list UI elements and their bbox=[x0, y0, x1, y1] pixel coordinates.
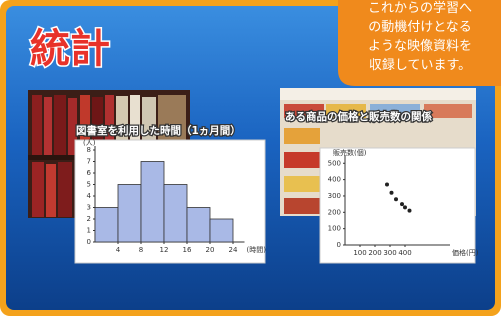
slide: 統計 これからの学習へ の動機付けとなる ような映像資料を 収録しています。 図… bbox=[0, 0, 501, 316]
bar bbox=[164, 185, 187, 243]
y-tick-label: 6 bbox=[87, 169, 92, 177]
x-tick-label: 12 bbox=[160, 246, 169, 254]
x-tick-label: 24 bbox=[229, 246, 238, 254]
x-axis-label: (時間) bbox=[247, 246, 267, 254]
bar bbox=[210, 219, 233, 242]
point bbox=[385, 183, 389, 187]
caption: 図書室を利用した時間（1ヵ月間） bbox=[76, 124, 241, 137]
y-tick-label: 100 bbox=[328, 225, 341, 233]
y-tick-label: 300 bbox=[328, 192, 341, 200]
y-tick-label: 0 bbox=[337, 241, 341, 249]
y-tick-label: 0 bbox=[87, 238, 91, 246]
x-tick-label: 300 bbox=[383, 249, 396, 257]
bar bbox=[95, 208, 118, 243]
y-tick-label: 4 bbox=[87, 192, 92, 200]
x-tick-label: 100 bbox=[353, 249, 366, 257]
y-axis-label: 販売数(個) bbox=[333, 148, 367, 157]
bubble-line: 収録しています。 bbox=[369, 58, 471, 73]
x-axis-label: 価格(円) bbox=[452, 248, 479, 257]
y-tick-label: 2 bbox=[87, 215, 91, 223]
x-tick-label: 8 bbox=[139, 246, 143, 254]
point bbox=[408, 209, 412, 213]
y-tick-label: 3 bbox=[87, 204, 91, 212]
y-axis-label: (人) bbox=[83, 139, 96, 147]
bubble-line: の動機付けとなる bbox=[368, 20, 472, 35]
x-tick-label: 400 bbox=[398, 249, 411, 257]
point bbox=[390, 191, 394, 195]
point bbox=[403, 205, 407, 209]
y-tick-label: 400 bbox=[328, 176, 341, 184]
bubble-line: ような映像資料を bbox=[368, 39, 472, 54]
y-tick-label: 1 bbox=[87, 227, 91, 235]
x-tick-label: 20 bbox=[206, 246, 215, 254]
bubble-line: これからの学習へ bbox=[368, 0, 472, 16]
y-tick-label: 5 bbox=[87, 181, 91, 189]
bar bbox=[187, 208, 210, 243]
bar bbox=[118, 185, 141, 243]
x-tick-label: 200 bbox=[368, 249, 381, 257]
x-tick-label: 4 bbox=[116, 246, 121, 254]
caption: ある商品の価格と販売数の関係 bbox=[285, 110, 432, 123]
scatter-panel bbox=[320, 148, 475, 263]
bar bbox=[141, 162, 164, 243]
title: 統計 bbox=[30, 26, 110, 72]
y-tick-label: 7 bbox=[87, 158, 91, 166]
y-tick-label: 200 bbox=[328, 208, 341, 216]
point bbox=[394, 197, 398, 201]
point bbox=[400, 202, 404, 206]
x-tick-label: 16 bbox=[183, 246, 192, 254]
y-tick-label: 8 bbox=[87, 146, 91, 154]
y-tick-label: 500 bbox=[328, 159, 341, 167]
